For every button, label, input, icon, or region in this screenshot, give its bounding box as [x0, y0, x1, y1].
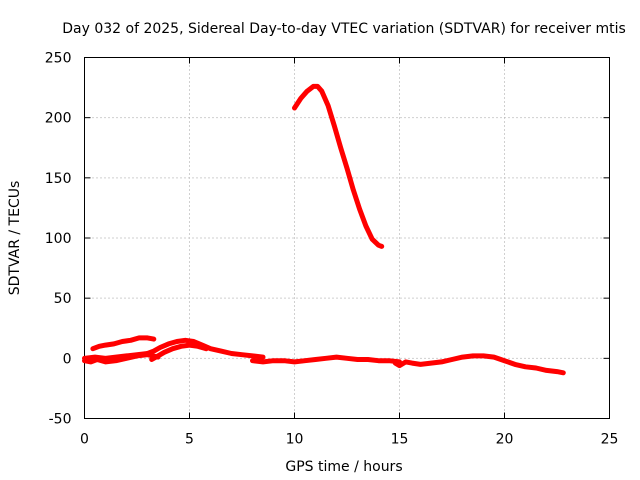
y-tick-label: -50 — [49, 412, 72, 428]
series-line-satellite-arc-high — [292, 83, 385, 249]
series-line-satellite-arc-mid-early — [82, 351, 150, 361]
grid-lines — [84, 57, 610, 419]
series-line-satellite-arc-upper-early — [90, 335, 157, 352]
y-tick-label: 200 — [45, 111, 72, 127]
x-tick-label: 0 — [80, 432, 89, 448]
y-tick-label: 50 — [54, 291, 72, 307]
y-tick-label: 0 — [63, 351, 72, 367]
x-tick-label: 10 — [286, 432, 304, 448]
y-axis-label: SDTVAR / TECUs — [7, 181, 23, 296]
data-series — [82, 83, 566, 376]
chart-title: Day 032 of 2025, Sidereal Day-to-day VTE… — [62, 21, 626, 37]
y-tick-label: 100 — [45, 231, 72, 247]
x-tick-label: 20 — [496, 432, 514, 448]
y-tick-label: 150 — [45, 171, 72, 187]
series-line-satellite-arc-flat-mid — [250, 354, 402, 365]
y-tick-label: 250 — [45, 51, 72, 67]
axis-ticks — [84, 57, 610, 419]
x-axis-label: GPS time / hours — [285, 459, 402, 475]
x-tick-label: 15 — [391, 432, 409, 448]
series-line-satellite-arc-hump-a — [145, 337, 266, 360]
plot-frame — [84, 57, 610, 419]
x-tick-label: 5 — [185, 432, 194, 448]
series-line-satellite-arc-hump-b — [149, 342, 209, 362]
series-line-satellite-arc-flat-late — [392, 353, 566, 376]
x-tick-label: 25 — [601, 432, 619, 448]
